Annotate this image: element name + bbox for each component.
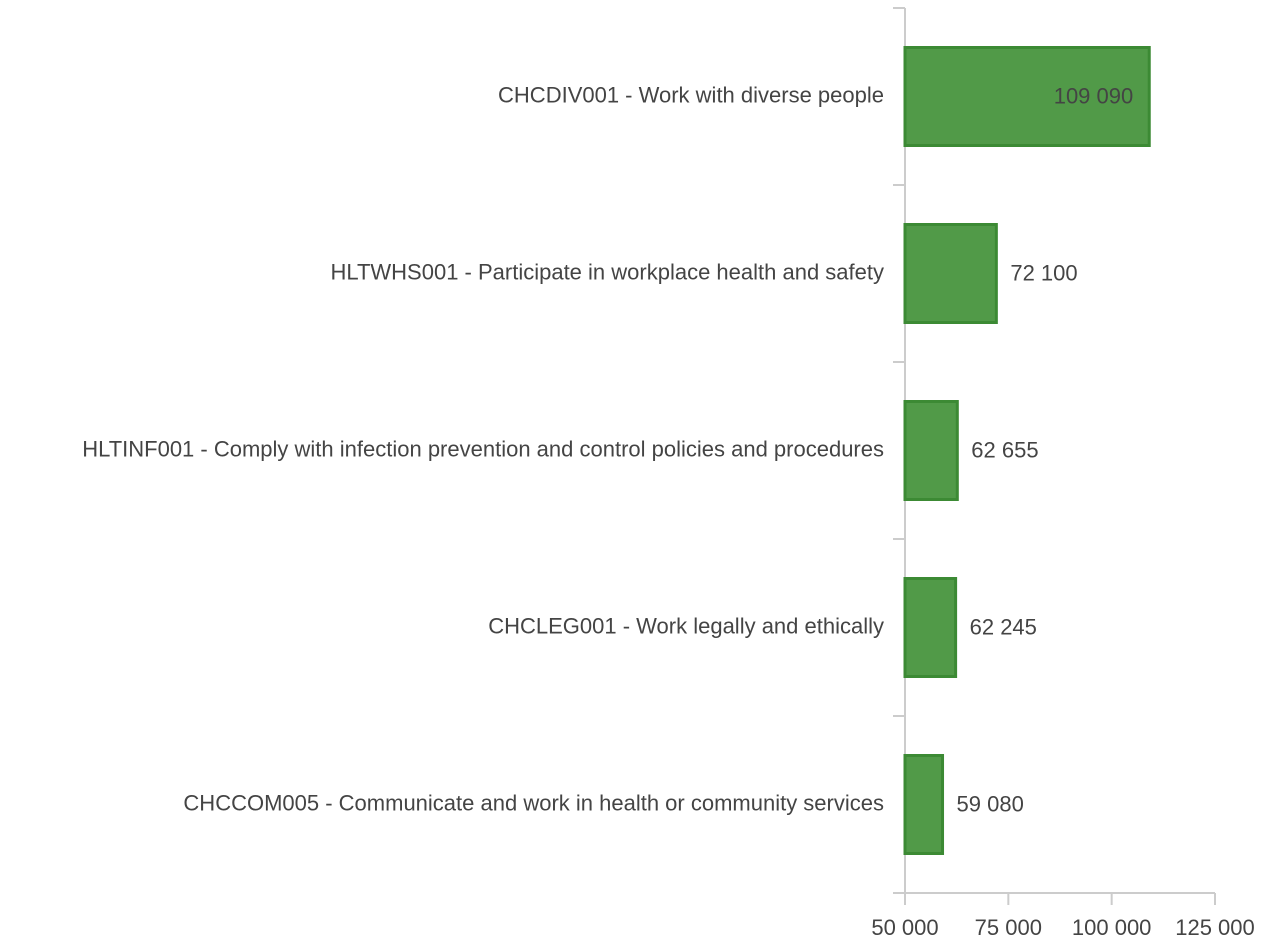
value-label: 109 090 (1054, 83, 1134, 108)
value-label: 62 655 (971, 437, 1038, 462)
bar (903, 754, 945, 855)
x-tick-label: 50 000 (871, 915, 938, 940)
x-tick-label: 125 000 (1175, 915, 1255, 940)
y-tick-label: CHCCOM005 - Communicate and work in heal… (183, 790, 884, 815)
y-tick-label: HLTINF001 - Comply with infection preven… (82, 436, 884, 461)
x-tick-label: 100 000 (1072, 915, 1152, 940)
x-tick-label: 75 000 (975, 915, 1042, 940)
value-label: 62 245 (970, 614, 1037, 639)
y-tick-label: CHCDIV001 - Work with diverse people (498, 82, 884, 107)
y-tick-label: HLTWHS001 - Participate in workplace hea… (330, 259, 884, 284)
value-label: 72 100 (1010, 260, 1077, 285)
bar (903, 223, 998, 324)
value-label: 59 080 (957, 791, 1024, 816)
bar (903, 46, 1151, 147)
bar (903, 577, 958, 678)
y-tick-label: CHCLEG001 - Work legally and ethically (488, 613, 884, 638)
bar (903, 400, 959, 501)
